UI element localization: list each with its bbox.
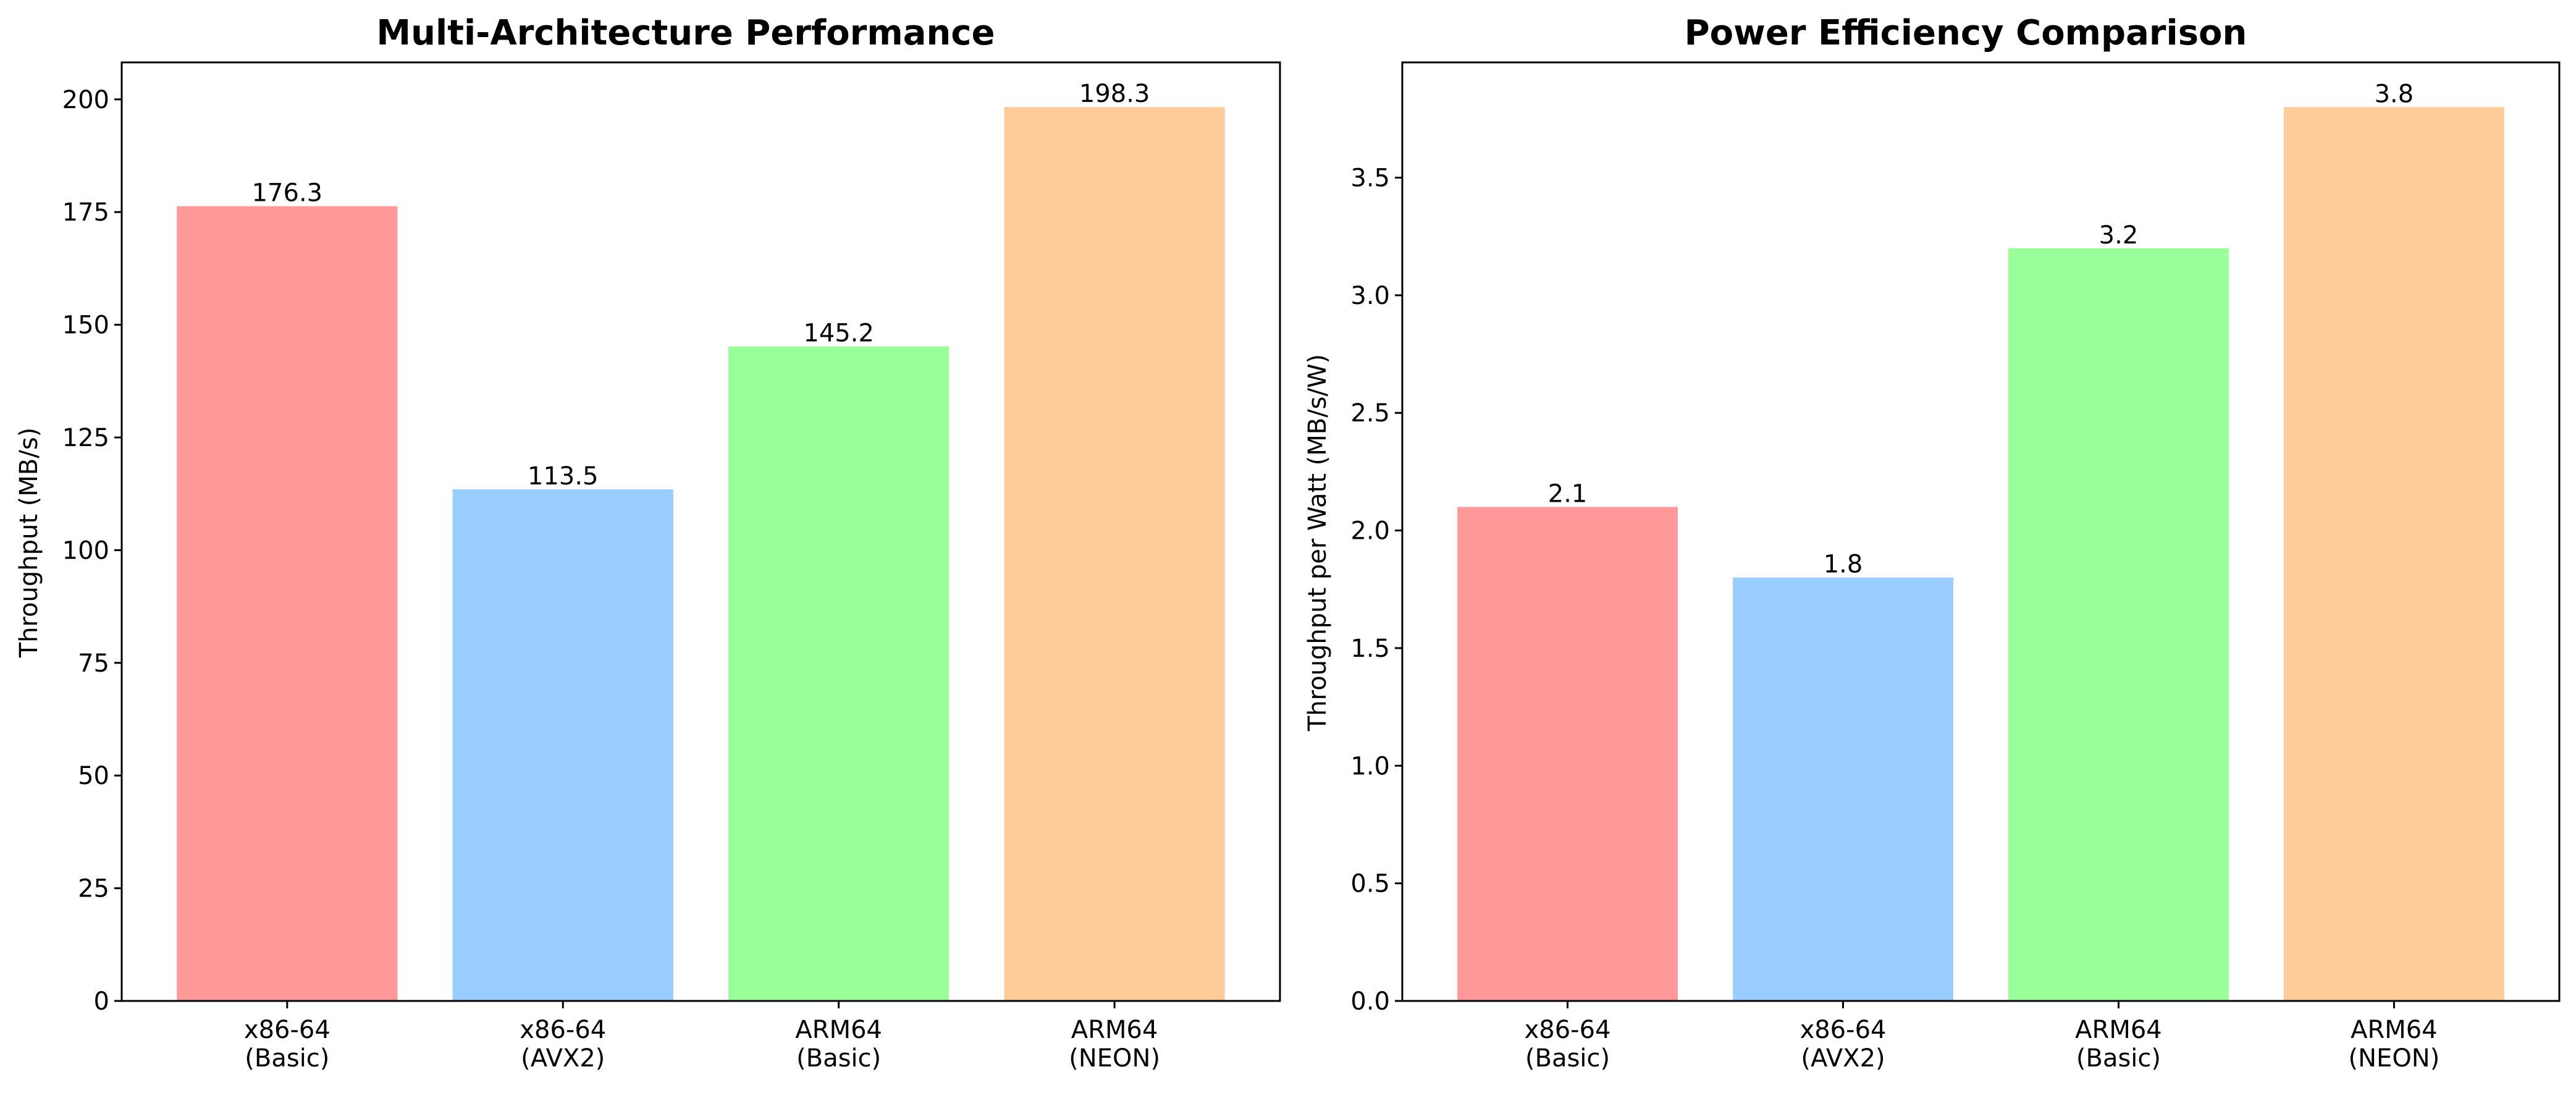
x-tick-label: x86-64 xyxy=(1525,1016,1611,1044)
y-tick-label: 125 xyxy=(62,424,109,452)
plot-frame xyxy=(120,61,1281,1002)
bar xyxy=(1457,507,1678,1001)
x-tick-label: x86-64 xyxy=(1800,1016,1887,1044)
bar-value-label: 3.8 xyxy=(2375,80,2414,108)
bar-value-label: 176.3 xyxy=(252,179,323,208)
x-tick-label: (AVX2) xyxy=(521,1044,605,1073)
chart-throughput: Multi-Architecture Performance Throughpu… xyxy=(15,13,1281,1073)
bar xyxy=(2284,107,2504,1001)
plot-frame xyxy=(1401,61,2561,1002)
y-axis-label: Throughput (MB/s) xyxy=(15,428,43,659)
chart-title: Power Efficiency Comparison xyxy=(1685,13,2247,53)
bar xyxy=(452,489,673,1001)
y-axis-label: Throughput per Watt (MB/s/W) xyxy=(1303,354,1332,732)
bar-value-label: 1.8 xyxy=(1824,551,1863,579)
x-axis: x86-64(Basic)x86-64(AVX2)ARM64(Basic)ARM… xyxy=(1525,1001,2440,1073)
bar-value-label: 2.1 xyxy=(1548,480,1588,509)
bar-value-label: 198.3 xyxy=(1079,80,1150,108)
y-tick-label: 50 xyxy=(78,762,109,790)
value-labels: 176.3 113.5 145.2 198.3 xyxy=(252,80,1150,491)
x-tick-label: (NEON) xyxy=(1069,1044,1160,1073)
x-axis: x86-64(Basic)x86-64(AVX2)ARM64(Basic)ARM… xyxy=(244,1001,1160,1073)
value-labels: 2.1 1.8 3.2 3.8 xyxy=(1548,80,2414,578)
bar xyxy=(1004,107,1225,1001)
x-tick-label: x86-64 xyxy=(520,1016,606,1044)
x-tick-label: (Basic) xyxy=(796,1044,881,1073)
y-tick-label: 0.5 xyxy=(1350,870,1390,898)
x-tick-label: ARM64 xyxy=(2075,1016,2162,1044)
y-tick-label: 1.5 xyxy=(1350,635,1390,663)
chart-title: Multi-Architecture Performance xyxy=(376,13,995,53)
x-tick-label: x86-64 xyxy=(244,1016,330,1044)
bar xyxy=(177,206,398,1001)
y-tick-label: 25 xyxy=(78,875,109,903)
x-tick-label: ARM64 xyxy=(2351,1016,2438,1044)
chart-efficiency: Power Efficiency Comparison Throughput p… xyxy=(1303,13,2561,1073)
bar xyxy=(1733,577,1953,1001)
bar-value-label: 113.5 xyxy=(528,462,599,491)
bar-value-label: 3.2 xyxy=(2099,221,2139,250)
y-tick-label: 0.0 xyxy=(1350,987,1390,1016)
y-axis: 0.0 0.5 1.0 1.5 2.0 2.5 3.0 3.5 xyxy=(1350,164,1402,1016)
x-tick-label: (NEON) xyxy=(2349,1044,2440,1073)
y-tick-label: 100 xyxy=(62,536,109,565)
y-tick-label: 2.5 xyxy=(1350,399,1390,428)
x-tick-label: (Basic) xyxy=(245,1044,329,1073)
y-tick-label: 2.0 xyxy=(1350,517,1390,546)
x-tick-label: (AVX2) xyxy=(1801,1044,1885,1073)
y-tick-label: 0 xyxy=(94,987,109,1016)
x-tick-label: ARM64 xyxy=(795,1016,882,1044)
bar xyxy=(728,346,949,1001)
x-tick-label: ARM64 xyxy=(1071,1016,1158,1044)
bar-value-label: 145.2 xyxy=(803,319,874,348)
y-tick-label: 3.5 xyxy=(1350,164,1390,193)
y-tick-label: 150 xyxy=(62,311,109,340)
y-tick-label: 175 xyxy=(62,198,109,227)
y-tick-label: 75 xyxy=(78,649,109,678)
y-axis: 0 25 50 75 100 125 150 175 200 xyxy=(62,86,122,1016)
y-tick-label: 3.0 xyxy=(1350,282,1390,310)
bars xyxy=(1457,107,2504,1001)
x-tick-label: (Basic) xyxy=(2076,1044,2161,1073)
x-tick-label: (Basic) xyxy=(1525,1044,1610,1073)
bar xyxy=(2008,248,2229,1001)
y-tick-label: 200 xyxy=(62,86,109,114)
y-tick-label: 1.0 xyxy=(1350,752,1390,780)
bars xyxy=(177,107,1225,1001)
